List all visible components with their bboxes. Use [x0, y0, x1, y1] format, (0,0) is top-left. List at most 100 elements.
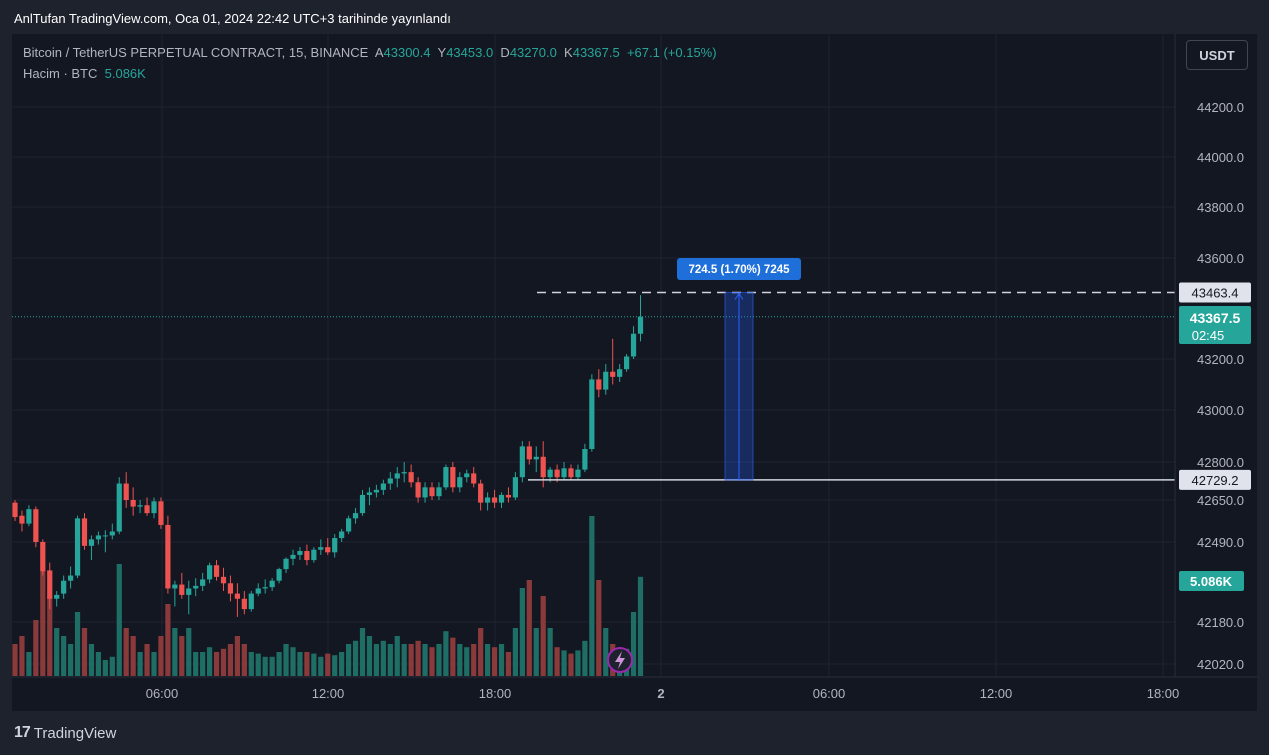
volume-bar	[346, 644, 352, 676]
candle-body	[179, 584, 185, 595]
price-tick-label: 43200.0	[1197, 352, 1244, 367]
candle-body	[485, 497, 491, 503]
tradingview-logo[interactable]: 17 TradingView	[14, 724, 116, 742]
candle-body	[26, 509, 32, 524]
volume-bar	[596, 580, 602, 676]
candle-body	[408, 472, 414, 483]
volume-bar	[123, 628, 129, 676]
candle-body	[498, 494, 505, 503]
volume-bar	[561, 650, 567, 676]
candle-body	[227, 583, 234, 594]
high-level-badge-bg	[1179, 282, 1251, 303]
volume-bar	[311, 653, 317, 676]
candle-body	[505, 494, 512, 498]
candle-body	[596, 379, 602, 390]
time-tick-label: 12:00	[980, 686, 1013, 701]
volume-bar	[547, 628, 553, 676]
candle-body	[380, 483, 386, 490]
candle-body	[637, 316, 644, 334]
volume-bar	[81, 628, 88, 676]
low-level-badge: 42729.2	[1192, 473, 1239, 488]
volume-bar	[151, 652, 157, 676]
candle-body	[318, 547, 324, 550]
time-tick-label: 12:00	[312, 686, 345, 701]
candle-body	[200, 579, 206, 586]
candle-body	[624, 356, 630, 370]
candle-body	[102, 535, 108, 537]
candle-body	[547, 469, 553, 478]
candle-body	[471, 473, 477, 484]
candle-body	[40, 542, 46, 572]
volume-bar	[255, 653, 261, 676]
axes: 44200.0 44000.0 43800.0 43600.0 43200.0 43000…	[12, 34, 1257, 701]
candle-body	[12, 502, 18, 518]
candle-body	[234, 593, 240, 599]
candle-body	[158, 501, 164, 525]
volume-bar	[74, 612, 81, 676]
volume-bar	[380, 640, 386, 676]
candle-body	[533, 456, 539, 460]
volume-bar	[505, 652, 512, 676]
candle-body	[172, 584, 178, 589]
volume-bar	[165, 604, 171, 676]
candle-body	[88, 539, 95, 546]
time-tick-label: 06:00	[813, 686, 846, 701]
change-value: +67.1 (+0.15%)	[626, 45, 717, 60]
chart-panel[interactable]	[12, 34, 1257, 711]
candle-body	[61, 580, 67, 594]
close-value: 43367.5	[572, 45, 620, 60]
candle-body	[325, 547, 331, 553]
volume-bar	[512, 628, 518, 676]
candle-body	[603, 371, 609, 390]
volume-bar	[213, 652, 220, 676]
candle-body	[241, 598, 247, 610]
candle-body	[450, 467, 456, 488]
candle-body	[540, 456, 546, 478]
candle-body	[610, 371, 616, 377]
measure-arrow-head	[734, 292, 744, 300]
volume-bar	[40, 572, 46, 676]
candle-body	[193, 585, 199, 589]
volume-badge-bg	[1179, 571, 1244, 591]
candle-body	[144, 505, 150, 514]
volume-bar	[603, 628, 609, 676]
candle-body	[526, 446, 532, 460]
volume-bar	[304, 652, 310, 676]
volume-bar	[19, 636, 25, 676]
volume-bar	[68, 644, 74, 676]
candle-body	[568, 468, 574, 478]
current-price-badge-bg	[1179, 306, 1251, 344]
volume-bar	[478, 628, 484, 676]
volume-bar	[457, 644, 463, 676]
candle-body	[255, 588, 261, 594]
symbol-legend: Bitcoin / TetherUS PERPETUAL CONTRACT, 1…	[23, 45, 717, 60]
volume-bar	[47, 596, 53, 676]
volume-bar	[359, 628, 366, 676]
volume-bar	[234, 636, 240, 676]
candle-body	[387, 478, 393, 484]
tradingview-logo-icon: 17	[14, 724, 31, 741]
volume-bar	[366, 636, 373, 676]
volume-bar	[26, 652, 32, 676]
candle-body	[436, 487, 442, 497]
candle-body	[19, 515, 25, 524]
price-tick-label: 44000.0	[1197, 150, 1244, 165]
volume-bar	[283, 644, 289, 676]
volume-bar	[33, 620, 39, 676]
candle-body	[366, 492, 373, 495]
candle-body	[220, 576, 227, 584]
price-tick-label: 43600.0	[1197, 251, 1244, 266]
measure-label-bg	[677, 258, 801, 280]
open-label: A	[374, 45, 384, 60]
volume-bar	[144, 644, 150, 676]
volume-bar	[158, 636, 164, 676]
price-tick-label: 42800.0	[1197, 455, 1244, 470]
candle-body	[54, 594, 60, 599]
published-caption: AnlTufan TradingView.com, Oca 01, 2024 2…	[14, 11, 451, 26]
currency-button[interactable]: USDT	[1186, 40, 1248, 70]
candle-body	[429, 487, 435, 497]
low-value: 43270.0	[509, 45, 557, 60]
volume-bar	[241, 644, 247, 676]
volume-legend: Hacim · BTC 5.086K	[23, 66, 146, 81]
